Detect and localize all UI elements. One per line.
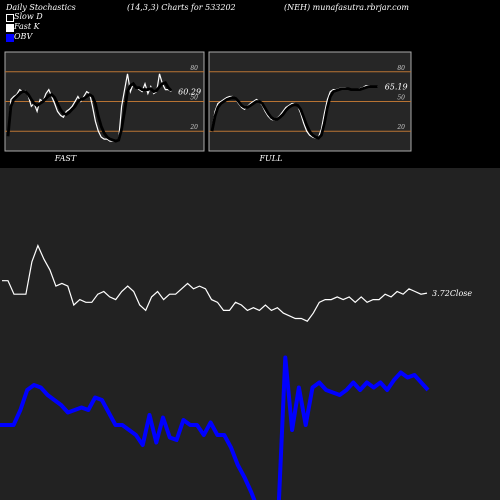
- full-tick-20: 20: [396, 124, 405, 131]
- fast-panel-title: FAST: [54, 154, 77, 163]
- full-tick-50: 50: [397, 95, 405, 102]
- fast-tick-50: 50: [190, 95, 198, 102]
- chart-params: (14,3,3) Charts for 533202: [127, 3, 236, 12]
- full-tick-80: 80: [397, 65, 405, 72]
- fast-tick-20: 20: [189, 124, 198, 131]
- legend-label-fast-k: Fast K: [14, 22, 40, 31]
- fast-last-value: 60.29: [178, 88, 201, 97]
- full-slow-d-line: [210, 85, 378, 140]
- chart-title: Daily Stochastics: [6, 3, 76, 12]
- legend-swatch-slow-d: [6, 14, 14, 22]
- chart-source: (NEH) munafasutra.rbrjar.com: [284, 3, 409, 12]
- close-price-line: [2, 244, 428, 322]
- fast-slow-d-line: [6, 81, 173, 143]
- price-panel: [0, 168, 500, 500]
- fast-tick-80: 80: [190, 65, 198, 72]
- legend-swatch-obv: [6, 34, 14, 42]
- full-last-value: 65.19: [385, 83, 408, 92]
- obv-line: [0, 355, 430, 500]
- legend-label-obv: OBV: [14, 32, 33, 41]
- legend-swatch-fast-k: [6, 24, 14, 32]
- full-panel-title: FULL: [259, 154, 283, 163]
- legend-label-slow-d: Slow D: [14, 12, 43, 21]
- close-last-value: 3.72Close: [432, 289, 472, 298]
